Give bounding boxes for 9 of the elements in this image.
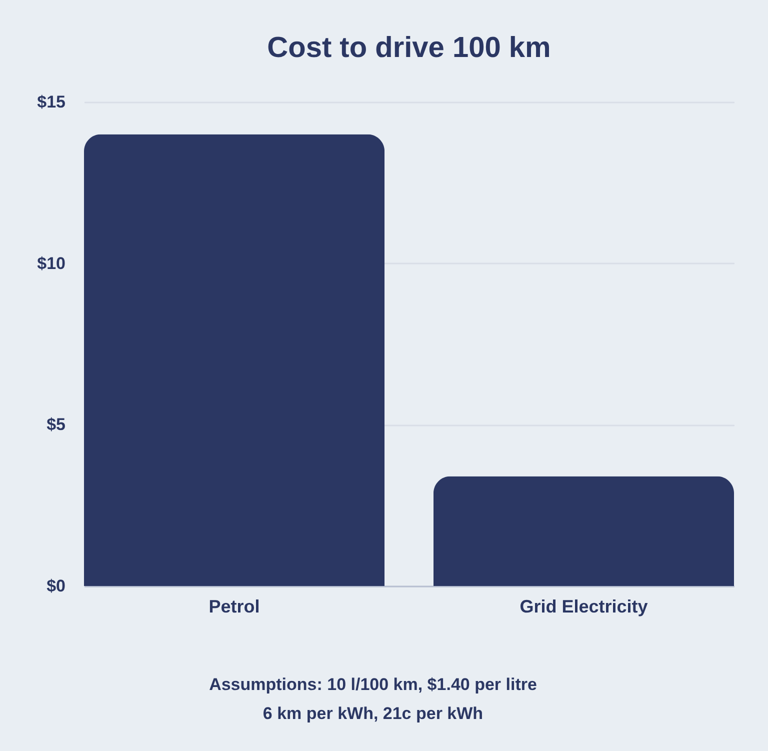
y-tick-label: $0 [46, 576, 66, 596]
y-tick-label: $5 [46, 415, 66, 434]
y-tick-label: $10 [37, 254, 66, 273]
chart-title: Cost to drive 100 km [267, 32, 551, 64]
x-tick-label: Petrol [208, 596, 260, 616]
text: 6 km per kWh, 21c per kWh [262, 703, 484, 725]
y-tick-label: $15 [37, 92, 66, 112]
x-tick-label: Grid Electricity [520, 596, 648, 616]
text: Assumptions: 10 l/100 km, $1.40 per litre [208, 674, 538, 696]
